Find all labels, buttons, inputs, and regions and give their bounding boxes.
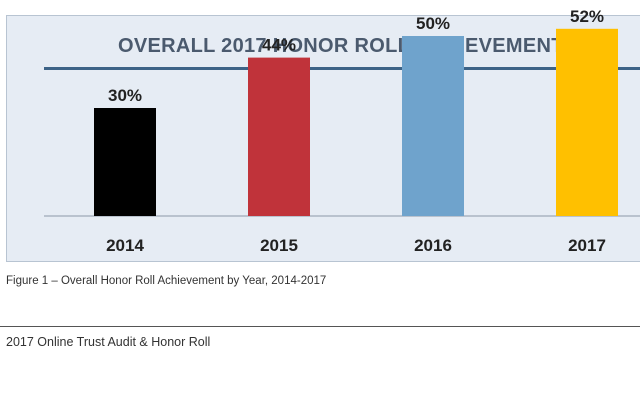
bar-2014 bbox=[94, 108, 156, 216]
x-tick-label-2016: 2016 bbox=[414, 236, 452, 255]
footer-text: 2017 Online Trust Audit & Honor Roll bbox=[6, 335, 211, 349]
data-label-2016: 50% bbox=[416, 14, 450, 33]
bar-2015 bbox=[248, 57, 310, 216]
bar-2017 bbox=[556, 28, 618, 216]
title-rule bbox=[44, 67, 640, 70]
figure-caption: Figure 1 – Overall Honor Roll Achievemen… bbox=[6, 275, 327, 287]
data-label-2014: 30% bbox=[108, 86, 142, 105]
x-tick-label-2017: 2017 bbox=[568, 236, 606, 255]
data-label-2015: 44% bbox=[262, 36, 296, 55]
bar-2016 bbox=[402, 36, 464, 216]
footer-rule bbox=[0, 326, 640, 327]
data-label-2017: 52% bbox=[570, 7, 604, 26]
x-tick-label-2014: 2014 bbox=[106, 236, 144, 255]
x-tick-label-2015: 2015 bbox=[260, 236, 298, 255]
